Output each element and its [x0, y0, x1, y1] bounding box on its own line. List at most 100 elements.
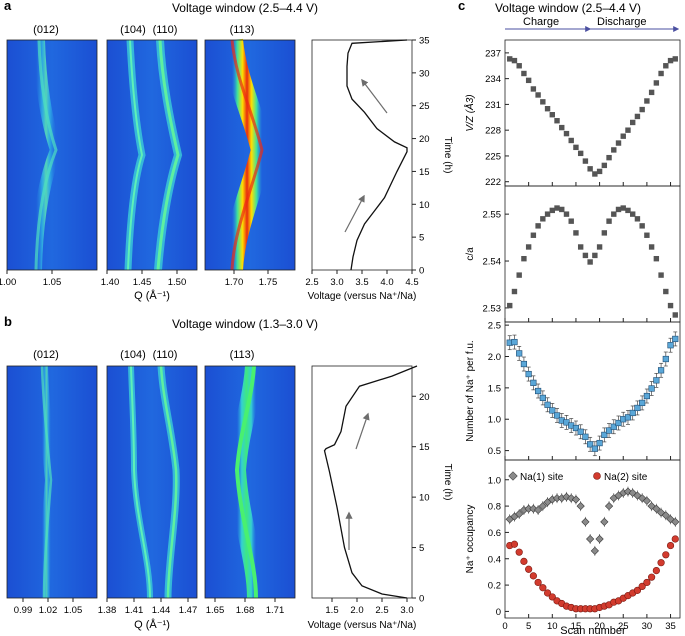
panel-c-title: Voltage window (2.5–4.4 V) [495, 1, 641, 15]
panel-c-nafu-point [591, 445, 598, 452]
panel-c-nafu-point [553, 412, 561, 419]
panel-c-ca-point [540, 216, 546, 222]
panel-c-occ-ytick-label-0: 0 [496, 607, 501, 618]
panel-a-ttick-label-7: 35 [419, 36, 430, 47]
panel-c-nafu-point [634, 404, 641, 412]
panel-c-ca-point [554, 205, 560, 211]
panel-a-map2-tick-1: 1.45 [133, 277, 152, 288]
panel-c-nafu-point [662, 355, 669, 363]
legend-na2-label: Na(2) site [604, 472, 648, 483]
panel-c-ca-point [658, 272, 664, 278]
panel-c-nafu-point [667, 342, 674, 349]
panel-c-ca-point [592, 252, 598, 259]
panel-a-vtick-label-2: 3.5 [355, 277, 368, 288]
panel-c-na1-point [552, 494, 562, 503]
panel-c-nafu-point [535, 387, 542, 395]
panel-c-na2-point [662, 551, 670, 559]
panel-c-occ-ytick-label-2: 0.4 [488, 554, 501, 565]
panel-c-ca-point [596, 244, 603, 250]
panel-c-plot-vz: 222 225 228 231 234 237 V/Z (Å3) [463, 39, 681, 188]
panel-c-letter: c [458, 0, 465, 13]
panel-c-ca-ylabel: c/a [465, 247, 476, 261]
panel-c-na1-point [671, 517, 680, 526]
panel-a-ttick-label-3: 15 [419, 167, 430, 178]
panel-c-nafu-point [539, 394, 546, 402]
panel-c-nafu-ytick-label-3: 2.0 [488, 352, 501, 363]
panel-c-nafu-point [549, 407, 556, 414]
panel-a-map2-tick-2: 1.50 [168, 277, 187, 288]
panel-c-na1-point [524, 504, 533, 513]
panel-c-vz-ytick-label-3: 231 [485, 100, 501, 111]
panel-c-occ-ytick-label-4: 0.8 [488, 502, 501, 513]
panel-c-vz-point [540, 99, 546, 105]
panel-c-vz-point [577, 150, 584, 157]
panel-c-na2-point [638, 582, 646, 591]
panel-c-vz-point [663, 63, 669, 69]
panel-c-vz-point [587, 166, 593, 172]
panel-c-vz-ytick-label-5: 237 [485, 48, 501, 59]
panel-c-ca-ytick-label-1: 2.54 [483, 257, 502, 268]
panel-a-map-ticks: 1.00 1.05 1.40 1.45 1.50 1.70 1.75 [0, 270, 277, 288]
panel-c-ca-point [577, 244, 584, 250]
panel-c-na1-point [590, 546, 599, 555]
panel-c-xtick-label-6: 30 [642, 621, 653, 632]
panel-c-xtick-label-0: 0 [502, 621, 507, 632]
panel-b-map-ticks: 0.99 1.02 1.05 1.38 1.41 1.44 1.47 1.65 … [14, 598, 284, 616]
panel-c-x-label: Scan number [560, 625, 626, 636]
panel-c-plot-occ: 0 0.2 0.4 0.6 0.8 1.0 0 5 10 15 20 25 30 35 Na⁺ occupa… [465, 459, 681, 632]
panel-a-peak-104: (104) [120, 24, 146, 36]
panel-b-map1-tick-1: 1.02 [39, 605, 58, 616]
panel-c-ca-point [625, 207, 631, 214]
panel-c-vz-point [644, 98, 650, 104]
panel-c-legend: Na(1) site Na(2) site [508, 471, 648, 483]
panel-c-xtick-label-5: 25 [618, 621, 629, 632]
panel-c-ca-point [667, 302, 674, 309]
panel-b-ttick-label-1: 5 [419, 543, 424, 554]
panel-a-vtick-label-3: 4.0 [380, 277, 393, 288]
panel-c-nafu-ylabel: Number of Na⁺ per f.u. [465, 340, 476, 441]
panel-b-map-113 [204, 365, 296, 599]
panel-c-na2-point [652, 566, 660, 575]
panel-c-ca-point [653, 255, 660, 262]
panel-c-ca-point [639, 223, 645, 229]
panel-c-nafu-point [511, 338, 518, 346]
panel-c-vz-point [667, 57, 674, 64]
panel-a-ttick-label-4: 20 [419, 134, 430, 145]
panel-a-voltage-frame [311, 39, 413, 271]
panel-c-nafu-point [653, 377, 660, 384]
panel-b-charge-arrow [355, 412, 370, 450]
panel-c-nafu-point [605, 427, 613, 434]
legend-na1-label: Na(1) site [520, 472, 564, 483]
panel-c-nafu-point [672, 335, 679, 343]
panel-c-nafu-point [639, 399, 646, 407]
panel-a-map1-tick-1: 1.05 [43, 277, 62, 288]
panel-c-ca-ytick-label-2: 2.55 [483, 210, 502, 221]
panel-c-ca-point [648, 244, 655, 250]
panel-a-peak-113: (113) [230, 24, 255, 36]
panel-c-na1-point [571, 495, 581, 504]
panel-b-peak-012: (012) [33, 349, 59, 361]
panel-c-vz-point [634, 113, 641, 120]
panel-c-ca-point [630, 211, 636, 217]
panel-c-xtick-label-1: 5 [526, 621, 531, 632]
panel-a-ttick-label-1: 5 [419, 233, 424, 244]
panel-c-frame-vz [504, 39, 681, 187]
panel-c-ca-point [521, 255, 527, 262]
panel-a-map2-tick-0: 1.40 [101, 277, 120, 288]
panel-c-occ-ytick-label-1: 0.2 [488, 581, 501, 592]
panel-c-vz-point [507, 56, 513, 62]
panel-b-voltage-frame [311, 365, 413, 599]
panel-b-map2-tick-1: 1.41 [125, 605, 144, 616]
panel-b-ttick-label-4: 20 [419, 392, 430, 403]
panel-c-vz-point [653, 80, 660, 86]
panel-c-plot-ca: 2.53 2.54 2.55 c/a [465, 185, 681, 323]
panel-c-ca-point [511, 288, 518, 295]
panel-c-ca-point [549, 207, 555, 214]
panel-c-nafu-point [520, 360, 528, 368]
panel-c-na2-point [666, 541, 675, 550]
panel-c-discharge-label: Discharge [597, 16, 647, 28]
panel-c-vz-point [554, 118, 560, 124]
panel-c-nafu-point [525, 370, 532, 378]
